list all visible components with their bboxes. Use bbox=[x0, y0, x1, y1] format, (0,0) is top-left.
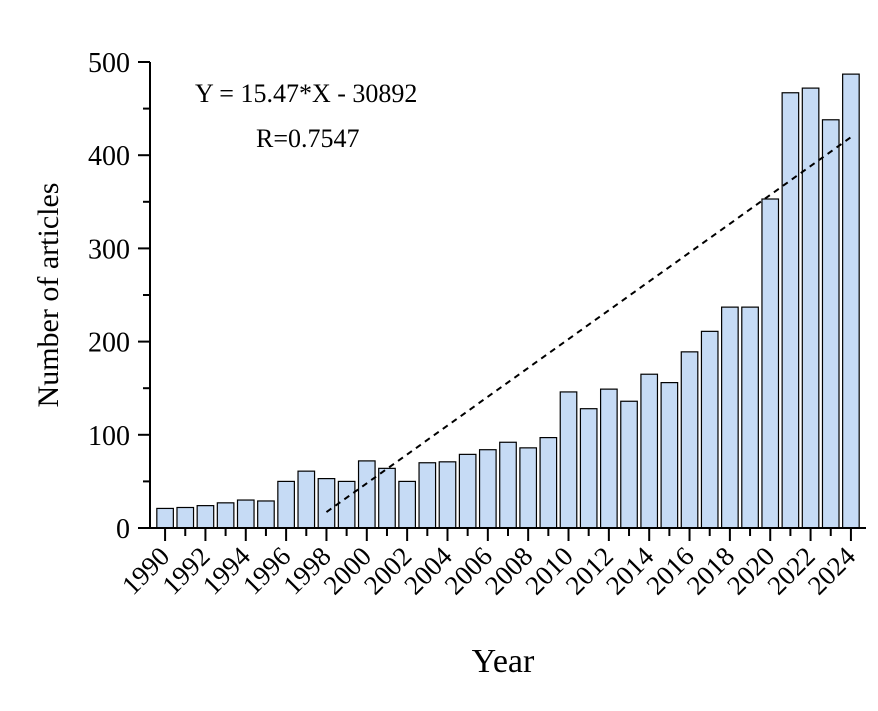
bar-2022 bbox=[801, 87, 820, 529]
bar-2014 bbox=[640, 373, 659, 529]
bar-2009 bbox=[539, 437, 558, 529]
bar-2002 bbox=[398, 480, 417, 529]
y-tick-label: 200 bbox=[88, 328, 130, 359]
bar-2011 bbox=[579, 408, 598, 529]
y-tick-label: 100 bbox=[88, 421, 130, 452]
bar-2015 bbox=[660, 382, 679, 529]
bar-2017 bbox=[700, 330, 719, 529]
bar-2001 bbox=[378, 467, 396, 529]
bar-2008 bbox=[519, 447, 538, 529]
bar-2023 bbox=[821, 119, 840, 529]
x-ticks-group: 1990199219941996199820002002200420062008… bbox=[116, 528, 862, 600]
bar-2005 bbox=[458, 453, 477, 529]
y-tick-label: 400 bbox=[88, 141, 130, 172]
bar-1995 bbox=[257, 500, 275, 529]
equation-annotation: Y = 15.47*X - 30892 bbox=[195, 79, 417, 108]
y-tick-label: 0 bbox=[116, 514, 130, 545]
bar-2024 bbox=[842, 73, 860, 529]
bar-1990 bbox=[156, 507, 174, 529]
bar-2013 bbox=[620, 400, 638, 529]
bar-2007 bbox=[499, 441, 517, 529]
bar-2006 bbox=[478, 449, 497, 529]
x-tick-label: 2024 bbox=[802, 541, 862, 601]
bar-2021 bbox=[781, 92, 800, 529]
bar-1996 bbox=[277, 480, 295, 529]
bar-2018 bbox=[721, 306, 739, 529]
bar-2010 bbox=[559, 391, 578, 529]
bar-2016 bbox=[680, 351, 699, 529]
bar-2003 bbox=[418, 462, 437, 529]
bar-2012 bbox=[599, 388, 618, 529]
bar-1998 bbox=[317, 478, 336, 529]
y-axis-title: Number of articles bbox=[32, 183, 65, 408]
bar-1994 bbox=[236, 499, 255, 529]
bar-2019 bbox=[741, 306, 759, 529]
trend-line bbox=[325, 136, 852, 513]
bar-2020 bbox=[761, 198, 780, 529]
bars-group bbox=[156, 73, 860, 529]
y-tick-label: 300 bbox=[88, 234, 130, 265]
y-tick-label: 500 bbox=[88, 48, 130, 79]
x-axis-title: Year bbox=[472, 643, 535, 680]
bar-1991 bbox=[176, 506, 195, 529]
bar-1999 bbox=[337, 480, 356, 529]
bar-1997 bbox=[297, 470, 316, 529]
bar-2000 bbox=[357, 460, 376, 529]
bar-2004 bbox=[438, 461, 457, 529]
r-annotation: R=0.7547 bbox=[256, 124, 360, 153]
bar-1992 bbox=[196, 505, 215, 529]
y-ticks-group: 0 100 200 300 400 500 bbox=[88, 48, 150, 545]
bar-1993 bbox=[216, 502, 235, 529]
